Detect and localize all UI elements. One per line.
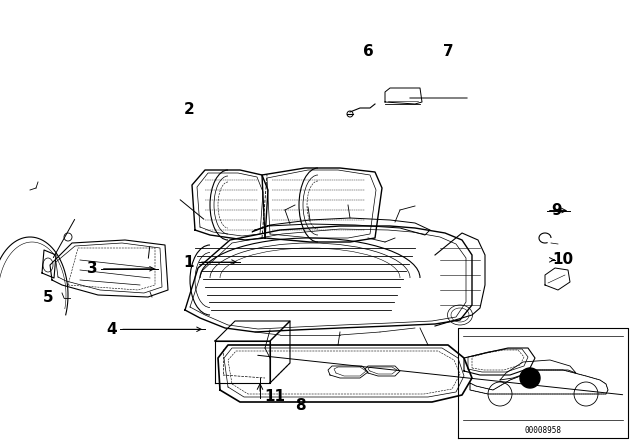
Text: 9: 9: [552, 203, 562, 218]
Text: 6: 6: [363, 44, 373, 59]
Text: 11: 11: [265, 389, 285, 404]
Text: 4: 4: [107, 322, 117, 337]
Text: 00008958: 00008958: [525, 426, 561, 435]
Circle shape: [520, 368, 540, 388]
Text: 3: 3: [88, 261, 98, 276]
Text: 1: 1: [184, 254, 194, 270]
Text: 10: 10: [552, 252, 574, 267]
Text: 7: 7: [443, 44, 453, 59]
Text: 5: 5: [43, 290, 53, 306]
Text: 8: 8: [296, 398, 306, 413]
Text: 2: 2: [184, 102, 194, 117]
